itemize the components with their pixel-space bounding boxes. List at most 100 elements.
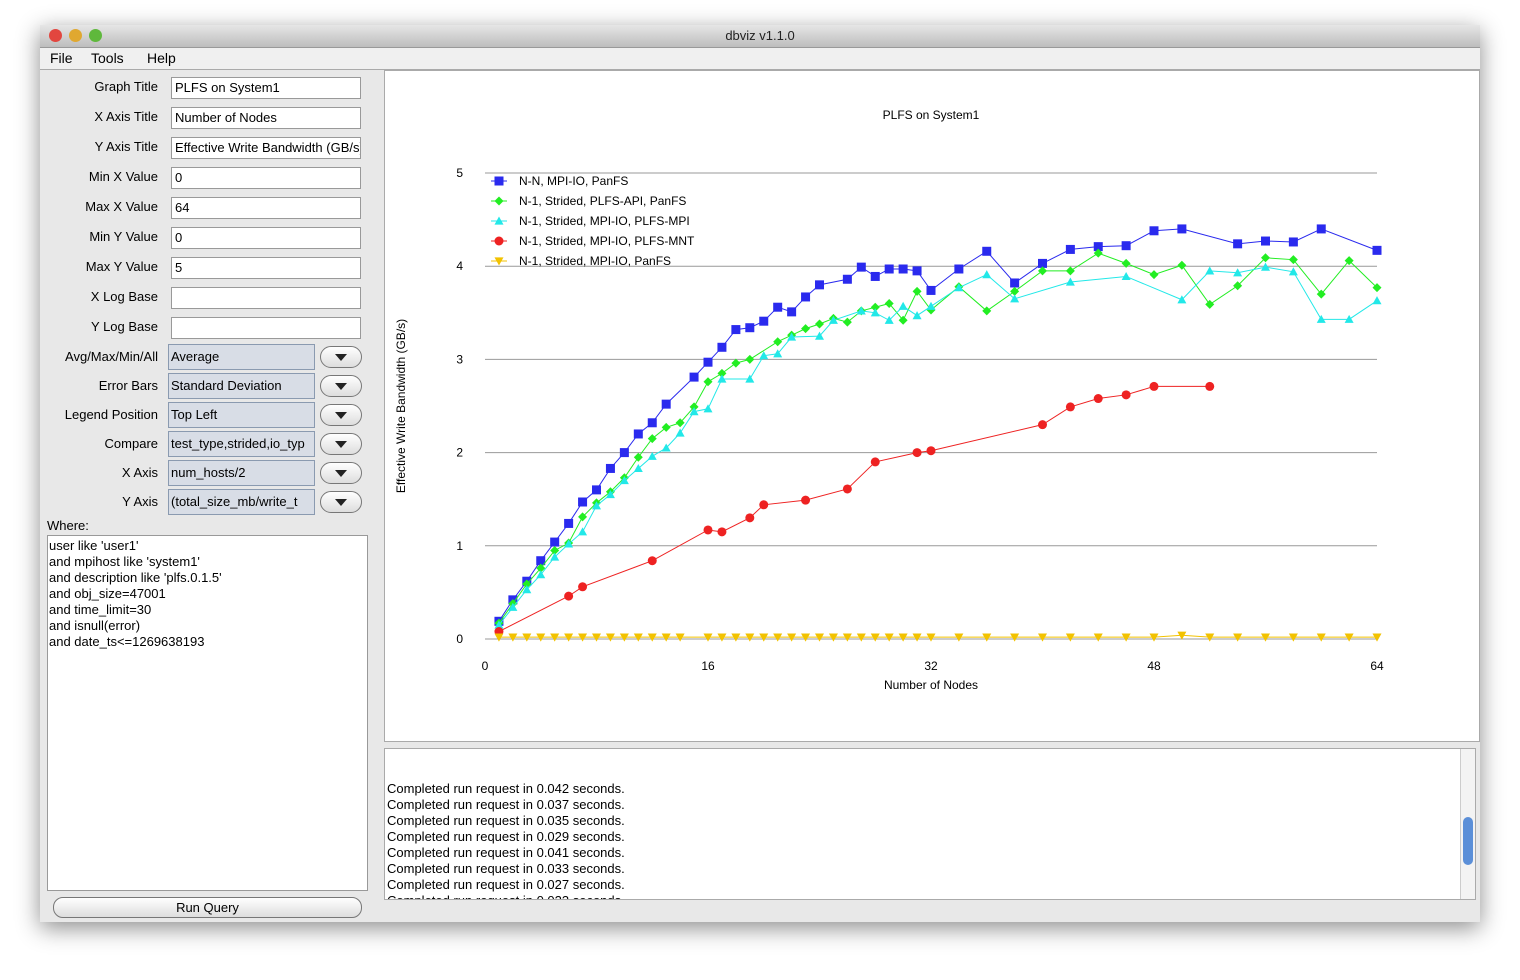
chart-panel: PLFS on System1 Number of Nodes Effective … <box>384 70 1480 742</box>
marker <box>773 349 783 358</box>
combo-button[interactable] <box>320 433 362 455</box>
marker <box>731 358 741 368</box>
marker <box>1288 633 1298 642</box>
combo-button[interactable] <box>320 462 362 484</box>
combo-field[interactable]: test_type,strided,io_typ <box>168 431 315 457</box>
marker <box>536 633 546 642</box>
menu-item[interactable]: File <box>50 50 73 66</box>
marker <box>842 484 852 494</box>
marker <box>578 497 588 507</box>
marker <box>828 315 838 324</box>
marker <box>884 315 894 324</box>
close-button[interactable] <box>49 29 62 42</box>
scroll-thumb[interactable] <box>1463 817 1473 865</box>
marker <box>717 368 727 378</box>
x-tick-label: 64 <box>1370 659 1384 673</box>
marker <box>898 264 908 274</box>
chart: PLFS on System1 Number of Nodes Effective … <box>394 108 1384 692</box>
legend-marker <box>494 196 504 206</box>
text-field[interactable]: Effective Write Bandwidth (GB/s) <box>171 137 361 159</box>
text-field[interactable]: 64 <box>171 197 361 219</box>
combo-button[interactable] <box>320 491 362 513</box>
marker <box>1121 271 1131 281</box>
marker <box>787 332 797 341</box>
marker <box>1065 402 1075 412</box>
marker <box>926 285 936 295</box>
text-field[interactable]: 5 <box>171 257 361 279</box>
marker <box>564 591 574 601</box>
x-axis-label: Number of Nodes <box>884 678 978 692</box>
log-line: Completed run request in 0.041 seconds. <box>387 845 625 860</box>
marker <box>619 633 629 642</box>
marker <box>1149 270 1159 280</box>
y-tick-label: 2 <box>456 446 463 460</box>
marker <box>1038 420 1047 430</box>
marker <box>1372 245 1382 255</box>
combo-field[interactable]: (total_size_mb/write_t <box>168 489 315 515</box>
marker <box>1065 244 1075 254</box>
menu-bar: File Tools Help <box>40 48 1480 70</box>
text-field[interactable]: PLFS on System1 <box>171 77 361 99</box>
text-field[interactable]: 0 <box>171 167 361 189</box>
combo-button[interactable] <box>320 404 362 426</box>
marker <box>759 316 769 326</box>
marker <box>1233 268 1243 277</box>
marker <box>1065 266 1075 276</box>
zoom-button[interactable] <box>89 29 102 42</box>
scrollbar[interactable] <box>1460 749 1475 899</box>
log-panel: Completed run request in 0.042 seconds. C… <box>384 748 1476 900</box>
marker <box>1010 633 1020 642</box>
marker <box>689 372 699 382</box>
text-field[interactable]: 0 <box>171 227 361 249</box>
text-field[interactable]: Number of Nodes <box>171 107 361 129</box>
marker <box>773 633 783 642</box>
combo-field[interactable]: Top Left <box>168 402 315 428</box>
menu-item[interactable]: Help <box>147 50 176 66</box>
marker <box>1288 267 1298 276</box>
chart-title: PLFS on System1 <box>883 108 980 122</box>
marker <box>856 262 866 272</box>
log-line: Completed run request in 0.027 seconds. <box>387 877 625 892</box>
marker <box>954 264 964 274</box>
marker <box>1316 314 1326 323</box>
marker <box>605 633 615 642</box>
minimize-button[interactable] <box>69 29 82 42</box>
marker <box>550 552 560 561</box>
y-tick-label: 5 <box>456 166 463 180</box>
marker <box>982 633 992 642</box>
text-field[interactable] <box>171 317 361 339</box>
marker <box>801 292 811 302</box>
marker <box>717 342 727 352</box>
log-line: Completed run request in 0.033 seconds. <box>387 861 625 876</box>
marker <box>1261 633 1270 642</box>
window-title: dbviz v1.1.0 <box>725 28 795 43</box>
marker <box>647 434 657 444</box>
marker <box>1233 633 1243 642</box>
field-label: X Axis Title <box>94 109 158 124</box>
marker <box>884 633 894 642</box>
field-label: Graph Title <box>94 79 158 94</box>
marker <box>773 337 783 347</box>
combo-button[interactable] <box>320 346 362 368</box>
where-textarea[interactable]: user like 'user1' and mpihost like 'syste… <box>47 535 368 891</box>
marker <box>647 451 657 460</box>
run-query-button[interactable]: Run Query <box>53 897 362 918</box>
combo-field[interactable]: num_hosts/2 <box>168 460 315 486</box>
marker <box>1372 296 1382 305</box>
field-label: Min X Value <box>88 169 158 184</box>
marker <box>759 500 769 510</box>
marker <box>745 633 755 642</box>
combo-field[interactable]: Average <box>168 344 315 370</box>
marker <box>787 633 797 642</box>
combo-button[interactable] <box>320 375 362 397</box>
marker <box>675 633 685 642</box>
marker <box>926 633 936 642</box>
menu-item[interactable]: Tools <box>91 50 124 66</box>
marker <box>675 418 685 428</box>
marker <box>1121 241 1131 251</box>
text-field[interactable] <box>171 287 361 309</box>
marker <box>898 301 908 310</box>
marker <box>801 633 811 642</box>
combo-field[interactable]: Standard Deviation <box>168 373 315 399</box>
field-label: Y Log Base <box>91 319 158 334</box>
